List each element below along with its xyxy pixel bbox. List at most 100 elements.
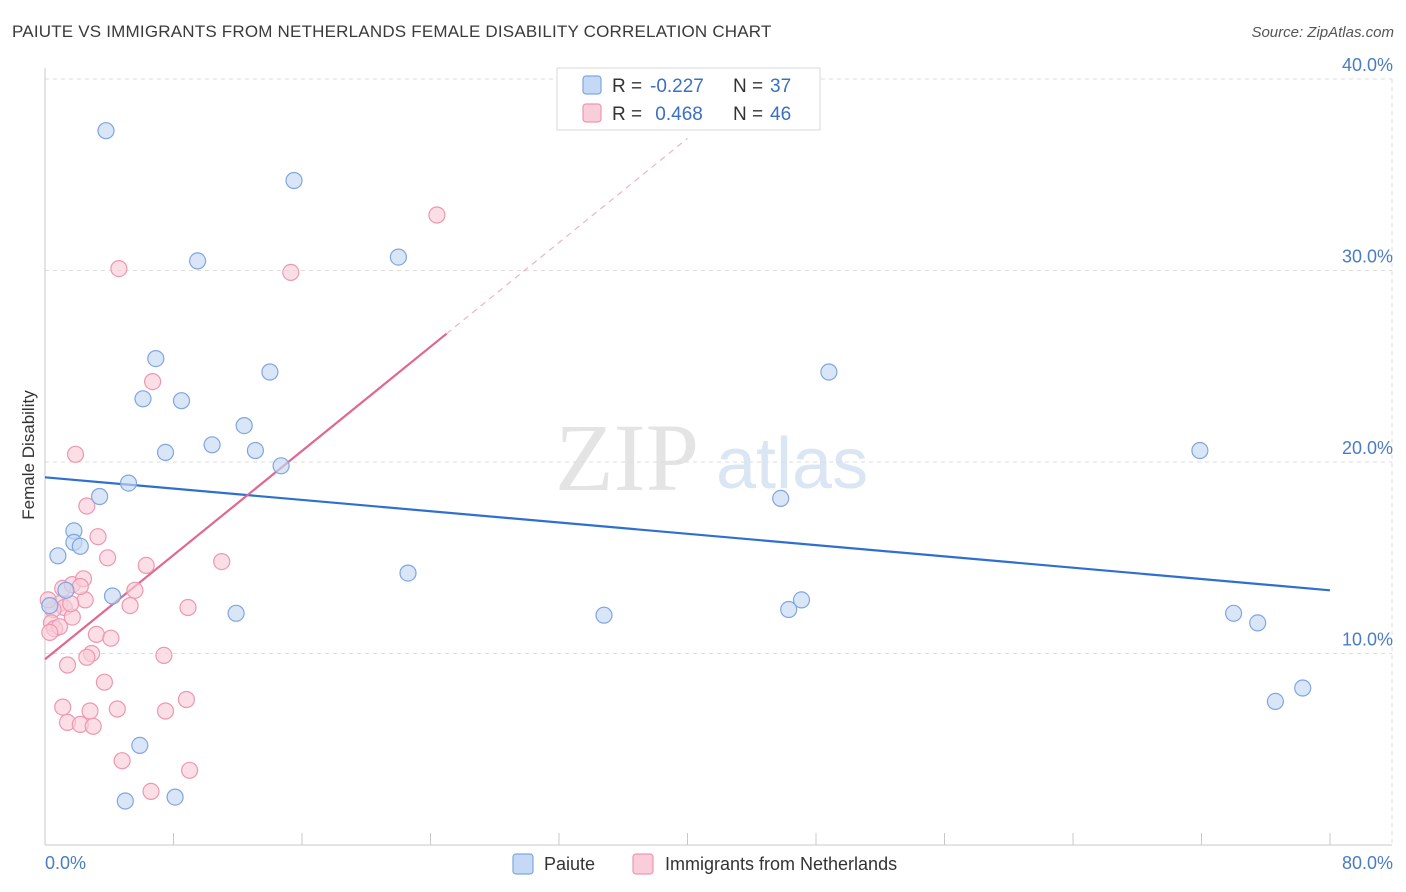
point-paiute-14 [90,487,109,506]
legend-r-label-netherlands: R = [612,104,642,125]
bottom-legend-label-paiute: Paiute [544,854,595,874]
y-tick-label-20: 20.0% [1342,438,1393,458]
point-netherlands-33 [81,702,99,720]
x-tick-label-min: 0.0% [45,853,86,873]
legend-n-label-netherlands: N = [733,104,763,125]
bottom-legend-swatch-netherlands [632,853,654,875]
point-netherlands-32 [54,698,72,716]
y-tick-label-40: 40.0% [1342,55,1393,75]
point-paiute-24 [595,606,613,624]
point-paiute-9 [203,436,221,454]
point-paiute-30 [1224,604,1243,622]
point-netherlands-42 [142,782,160,801]
point-paiute-19 [57,581,75,599]
legend-swatch-paiute [582,75,602,95]
chart-title: PAIUTE VS IMMIGRANTS FROM NETHERLANDS FE… [12,22,772,41]
point-paiute-5 [261,363,279,381]
point-paiute-29 [1191,441,1209,460]
bottom-legend-label-netherlands: Immigrants from Netherlands [665,854,897,874]
point-paiute-10 [156,443,175,461]
point-netherlands-0 [428,206,446,224]
point-netherlands-26 [102,629,120,647]
point-paiute-33 [1294,679,1312,697]
legend-n-value-netherlands: 46 [770,104,791,125]
point-netherlands-45 [71,577,89,596]
point-netherlands-36 [177,690,195,709]
point-paiute-20 [103,587,122,605]
series-legend: Paiute Immigrants from Netherlands [512,853,897,875]
x-tick-label-max: 80.0% [1342,853,1393,873]
point-paiute-17 [71,537,89,555]
point-paiute-7 [172,392,191,410]
point-netherlands-28 [78,648,96,666]
trend-line-netherlands [44,332,448,661]
point-paiute-4 [147,350,165,368]
point-netherlands-25 [87,625,106,644]
point-netherlands-39 [84,717,102,735]
point-paiute-12 [272,457,290,475]
point-netherlands-9 [137,556,155,575]
axes [44,68,1392,846]
point-paiute-1 [285,171,303,190]
tick-labels: 10.0% 20.0% 30.0% 40.0% 0.0% 80.0% [45,55,1393,873]
point-paiute-3 [389,248,407,266]
point-paiute-0 [97,122,115,140]
legend-r-value-netherlands: 0.468 [650,104,703,125]
stats-legend: R = -0.227 N = 37 R = 0.468 N = 46 [556,67,821,131]
y-tick-label-10: 10.0% [1342,630,1393,650]
point-netherlands-3 [144,373,162,391]
watermark-atlas: atlas [716,424,868,504]
point-netherlands-5 [78,497,96,515]
point-netherlands-8 [213,552,231,571]
point-paiute-11 [246,441,264,460]
point-paiute-6 [134,390,152,408]
bottom-legend-swatch-paiute [512,853,534,875]
legend-n-label-paiute: N = [733,76,763,97]
point-paiute-2 [189,252,207,270]
point-netherlands-24 [41,623,59,642]
source-label: Source: ZipAtlas.com [1251,24,1394,41]
trend-line-netherlands-extension [446,137,688,335]
legend-r-value-paiute: -0.227 [650,76,704,97]
grid-lines [45,78,1393,845]
point-paiute-8 [235,417,253,435]
point-netherlands-19 [179,598,197,617]
point-netherlands-13 [126,581,144,599]
point-paiute-23 [227,604,245,622]
point-paiute-21 [41,596,59,615]
point-paiute-32 [1266,692,1285,711]
trend-lines [44,137,1331,661]
point-netherlands-4 [66,445,85,463]
legend-r-label-paiute: R = [612,76,642,97]
point-netherlands-41 [181,761,199,779]
point-netherlands-18 [121,596,139,615]
point-paiute-31 [1249,614,1267,632]
point-netherlands-35 [156,702,175,720]
legend-swatch-netherlands [582,103,602,123]
point-netherlands-40 [113,752,131,770]
trend-line-paiute [44,476,1331,592]
point-paiute-18 [49,547,67,565]
legend-n-value-paiute: 37 [770,76,791,97]
y-axis-title: Female Disability [19,390,38,520]
y-tick-label-30: 30.0% [1342,247,1393,267]
point-paiute-28 [820,363,838,381]
watermark-zip: ZIP [555,404,699,511]
point-paiute-27 [792,591,811,609]
point-paiute-35 [116,792,134,810]
point-netherlands-30 [58,656,77,674]
point-paiute-36 [166,788,184,806]
point-paiute-25 [772,489,790,507]
point-paiute-26 [780,600,798,619]
point-netherlands-6 [89,528,107,546]
point-netherlands-34 [108,700,126,718]
point-netherlands-1 [110,260,128,278]
point-netherlands-2 [282,263,300,281]
point-netherlands-31 [95,673,114,691]
data-points [39,122,1312,810]
point-netherlands-29 [155,646,173,665]
point-paiute-13 [119,474,138,492]
point-netherlands-7 [98,549,117,567]
point-paiute-22 [399,564,417,582]
